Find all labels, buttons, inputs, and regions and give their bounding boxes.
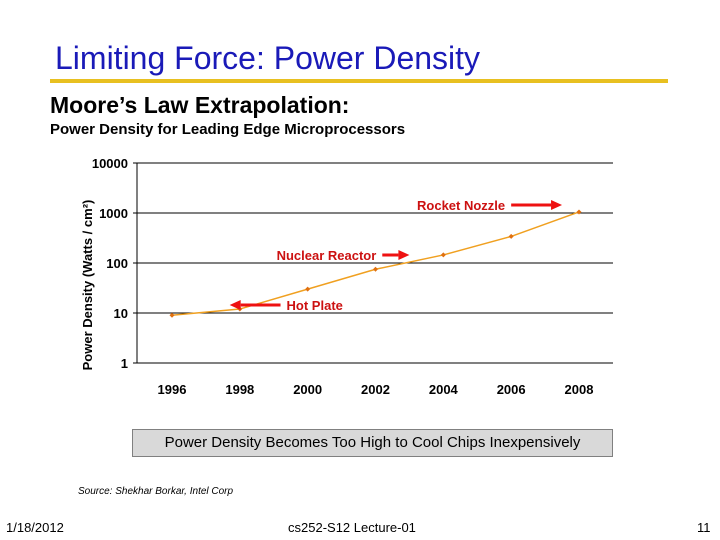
y-tick-label: 10 xyxy=(114,306,128,321)
annotation-label: Rocket Nozzle xyxy=(417,198,505,213)
data-point xyxy=(440,252,446,258)
chart-series xyxy=(169,209,582,318)
annotation-arrowhead xyxy=(398,250,410,260)
x-tick-label: 2006 xyxy=(497,382,526,397)
x-tick-label: 2008 xyxy=(565,382,594,397)
y-tick-label: 1 xyxy=(121,356,128,371)
annotation-arrowhead xyxy=(229,300,241,310)
chart-grid xyxy=(133,162,613,364)
source-citation: Source: Shekhar Borkar, Intel Corp xyxy=(78,486,234,497)
annotation-label: Hot Plate xyxy=(287,298,343,313)
y-tick-label: 10000 xyxy=(92,156,128,171)
y-axis-ticks: 1 10 100 1000 10000 xyxy=(92,156,128,371)
y-tick-label: 1000 xyxy=(99,206,128,221)
footer-course: cs252-S12 Lecture-01 xyxy=(288,520,416,535)
annotation-label: Nuclear Reactor xyxy=(277,248,377,263)
x-tick-label: 1998 xyxy=(225,382,254,397)
data-point xyxy=(508,233,514,239)
x-tick-label: 2004 xyxy=(429,382,459,397)
title-underline xyxy=(50,79,668,83)
x-tick-label: 1996 xyxy=(158,382,187,397)
y-axis-label: Power Density (Watts / cm²) xyxy=(80,200,95,371)
x-tick-label: 2000 xyxy=(293,382,322,397)
chart-annotations: Hot Plate Nuclear Reactor Rocket Nozzle xyxy=(229,198,563,313)
chart-subtitle: Power Density for Leading Edge Microproc… xyxy=(50,121,406,138)
annotation-arrowhead xyxy=(551,200,563,210)
footer-page-number: 11 xyxy=(697,520,711,535)
series-line xyxy=(171,211,580,317)
y-tick-label: 100 xyxy=(106,256,128,271)
chart-title: Moore’s Law Extrapolation: xyxy=(50,92,350,118)
slide-title: Limiting Force: Power Density xyxy=(55,40,481,76)
data-point xyxy=(169,312,175,318)
data-point xyxy=(373,266,378,272)
data-point xyxy=(576,209,582,215)
footer-date: 1/18/2012 xyxy=(6,520,64,535)
x-axis-ticks: 1996 1998 2000 2002 2004 2006 2008 xyxy=(158,382,594,397)
x-tick-label: 2002 xyxy=(361,382,390,397)
callout-box: Power Density Becomes Too High to Cool C… xyxy=(132,429,613,457)
data-point xyxy=(305,286,311,292)
